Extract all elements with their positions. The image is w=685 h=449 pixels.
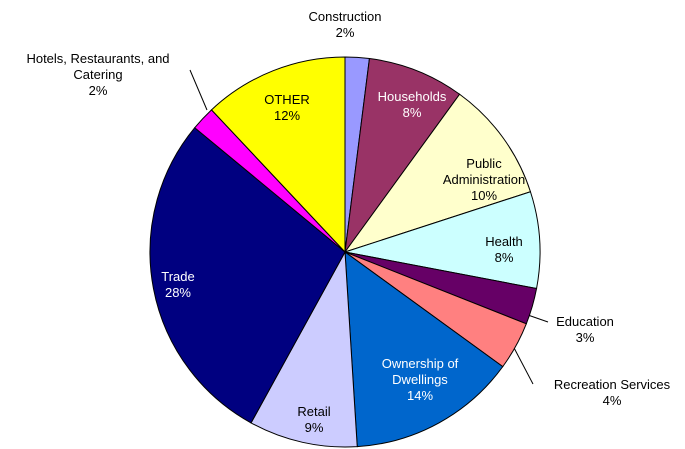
slice-label: Retail 9% bbox=[297, 404, 330, 436]
slice-label: Education 3% bbox=[556, 314, 614, 346]
pie-slice bbox=[149, 126, 346, 424]
category-label: Education bbox=[556, 314, 614, 329]
category-label: Public Administration bbox=[442, 156, 526, 187]
slice-label: Hotels, Restaurants, and Catering 2% bbox=[3, 51, 193, 99]
slice-label: Trade 28% bbox=[161, 269, 194, 301]
category-label: Households bbox=[377, 89, 447, 104]
category-label: Trade bbox=[161, 269, 195, 284]
slice-label: Public Administration 10% bbox=[429, 156, 539, 204]
category-label: Health bbox=[485, 234, 523, 249]
slice-label: Recreation Services 4% bbox=[554, 377, 670, 409]
pie-slice bbox=[343, 93, 532, 253]
leader-line bbox=[511, 343, 534, 385]
value-label: 2% bbox=[335, 25, 355, 40]
value-label: 8% bbox=[402, 105, 422, 120]
category-label: OTHER bbox=[264, 92, 310, 107]
value-label: 8% bbox=[494, 250, 514, 265]
value-label: 10% bbox=[470, 188, 498, 203]
value-label: 3% bbox=[575, 330, 595, 345]
slice-label: Ownership of Dwellings 14% bbox=[365, 356, 475, 404]
category-label: Hotels, Restaurants, and Catering bbox=[26, 51, 170, 82]
pie-slice bbox=[250, 250, 358, 448]
slice-label: OTHER 12% bbox=[264, 92, 310, 124]
pie-slice bbox=[344, 191, 541, 290]
category-label: Recreation Services bbox=[553, 377, 671, 392]
category-label: Retail bbox=[297, 404, 331, 419]
value-label: 28% bbox=[164, 285, 192, 300]
pie-slice bbox=[210, 56, 346, 254]
slice-label: Health 8% bbox=[485, 234, 523, 266]
pie-slice bbox=[344, 250, 504, 448]
category-label: Construction bbox=[308, 9, 382, 24]
category-label: Ownership of Dwellings bbox=[381, 356, 459, 387]
slice-label: Households 8% bbox=[378, 89, 447, 121]
value-label: 2% bbox=[88, 83, 108, 98]
value-label: 14% bbox=[406, 388, 434, 403]
value-label: 9% bbox=[304, 420, 324, 435]
slice-label: Construction 2% bbox=[309, 9, 382, 41]
leader-line bbox=[189, 69, 208, 111]
pie-slice bbox=[344, 57, 461, 253]
value-label: 12% bbox=[273, 108, 301, 123]
value-label: 4% bbox=[602, 393, 622, 408]
